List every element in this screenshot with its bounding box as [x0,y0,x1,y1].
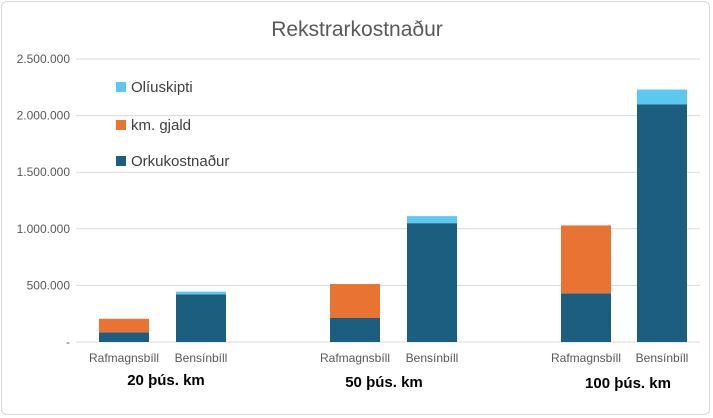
y-tick-label: 1.000.000 [17,222,71,236]
group-label: 50 þús. km [345,374,423,391]
y-axis-ticks: - 500.000 1.000.000 1.500.000 2.000.000 2.500… [17,52,71,349]
category-labels: Rafmagnsbíll Bensínbíll Rafmagnsbíll Bensín… [89,351,688,365]
category-label: Rafmagnsbíll [89,351,159,365]
chart-title: Rekstrarkostnaður [271,18,443,41]
category-label: Rafmagnsbíll [551,351,621,365]
bar-segment-oliuskipti [637,89,687,105]
bar-segment-orkukostnadur [561,293,611,342]
bar-segment-orkukostnadur [637,104,687,342]
group-labels: 20 þús. km 50 þús. km 100 þús. km [127,372,671,392]
y-tick-label: 500.000 [27,278,71,292]
y-tick-label: - [66,335,70,349]
category-label: Bensínbíll [406,351,459,365]
legend-label: Olíuskipti [131,79,193,96]
y-tick-label: 1.500.000 [17,165,71,179]
legend: Olíuskipti km. gjald Orkukostnaður [116,79,229,170]
y-tick-label: 2.500.000 [17,52,71,66]
category-label: Rafmagnsbíll [320,351,390,365]
bars [99,89,687,342]
bar-segment-orkukostnadur [330,318,380,342]
legend-label: km. gjald [131,117,191,134]
bar-segment-km-gjald [561,225,611,294]
legend-swatch [116,120,126,130]
bar-segment-oliuskipti [407,216,457,224]
y-tick-label: 2.000.000 [17,109,71,123]
category-label: Bensínbíll [636,351,689,365]
bar-segment-km-gjald [330,284,380,319]
bar-segment-oliuskipti [176,291,226,295]
group-label: 20 þús. km [127,372,205,389]
bar-segment-orkukostnadur [407,223,457,342]
legend-label: Orkukostnaður [131,153,229,170]
category-label: Bensínbíll [175,351,228,365]
legend-swatch [116,82,126,92]
bar-segment-orkukostnadur [176,294,226,342]
bar-segment-orkukostnadur [99,332,149,342]
group-label: 100 þús. km [585,375,671,392]
legend-swatch [116,156,126,166]
bar-segment-km-gjald [99,318,149,333]
